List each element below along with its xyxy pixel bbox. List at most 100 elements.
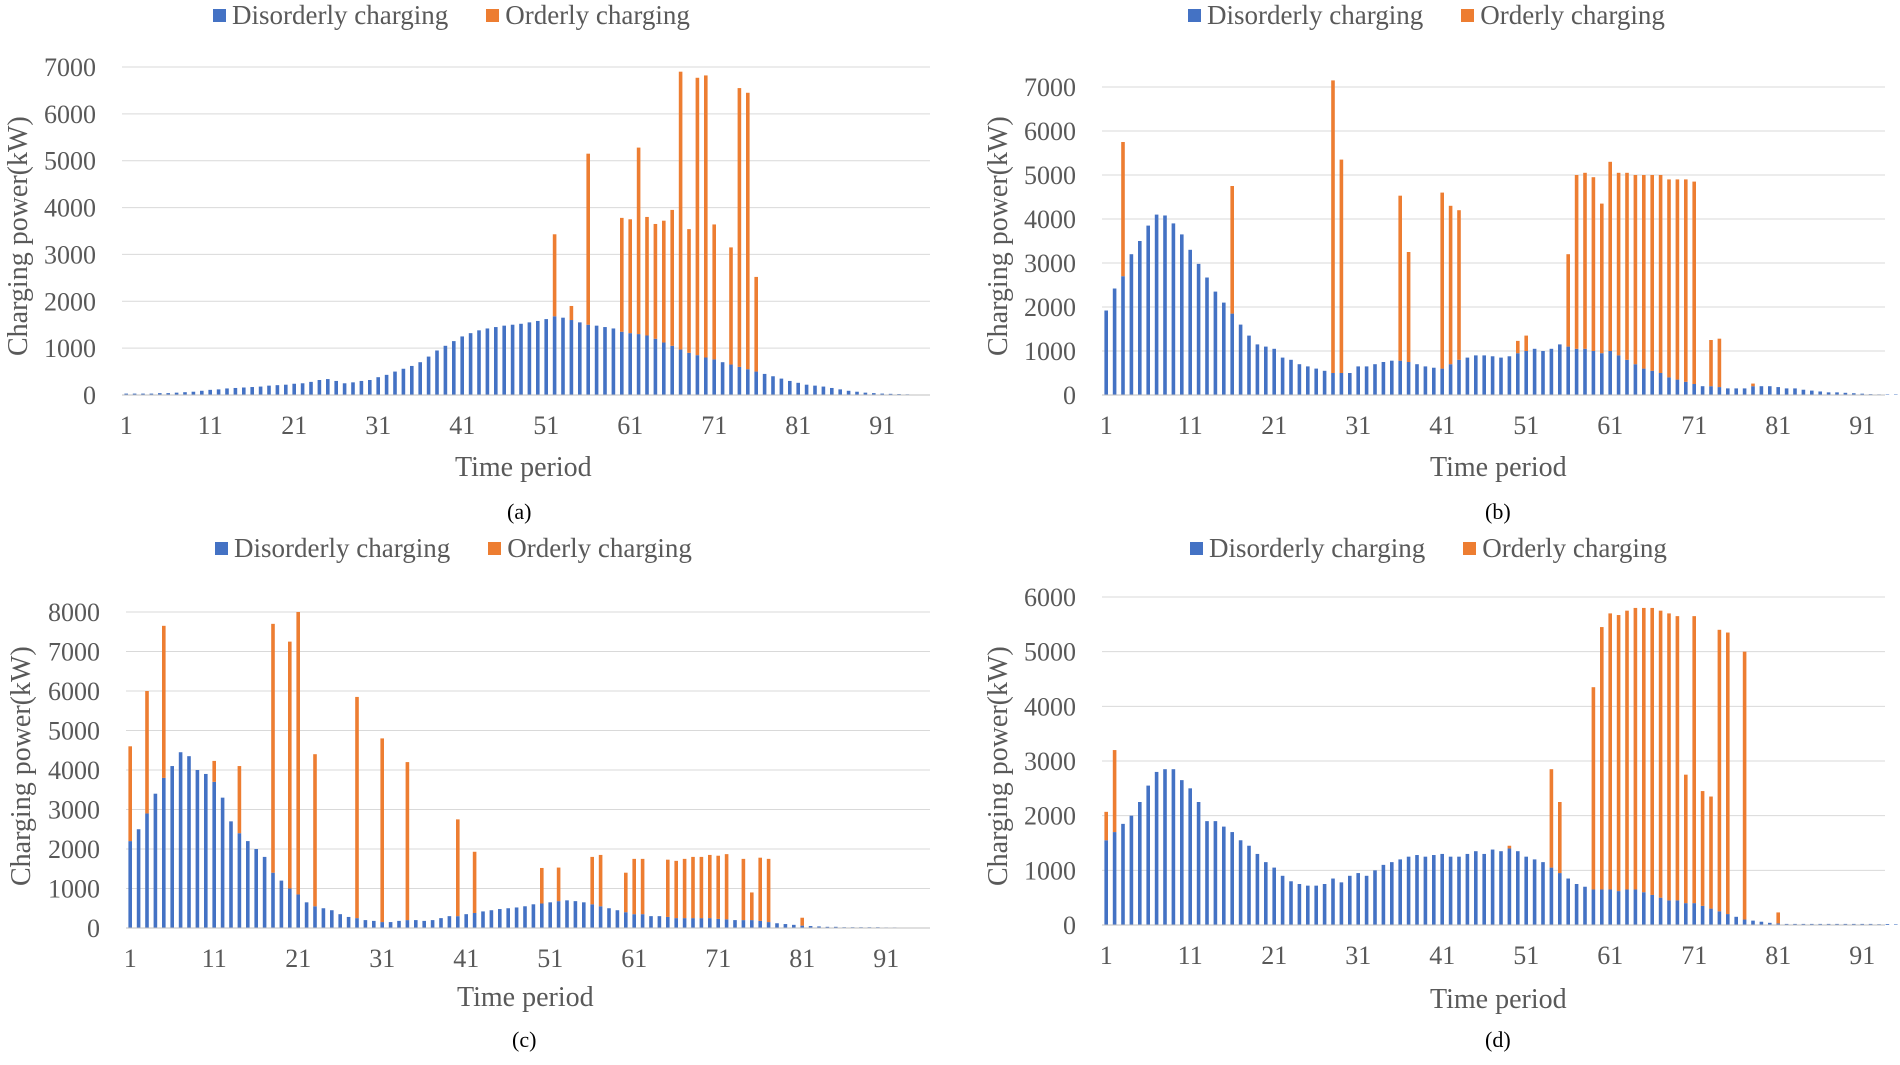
bar-orderly (1583, 172, 1587, 349)
x-tick-label: 71 (701, 411, 727, 440)
legend-label-orderly: Orderly charging (505, 0, 690, 30)
bar-disorderly (662, 342, 666, 395)
bar-disorderly (632, 914, 636, 928)
bar-orderly (708, 854, 712, 919)
bar-disorderly (1591, 889, 1596, 925)
bar-disorderly (456, 916, 460, 928)
y-tick-label: 4000 (1024, 692, 1076, 721)
bar-disorderly (359, 380, 364, 395)
x-tick-label: 21 (281, 411, 307, 440)
bar-disorderly (838, 389, 842, 395)
legend-label-disorderly: Disorderly charging (234, 533, 451, 563)
bar-disorderly (284, 384, 288, 395)
bar-orderly (1625, 172, 1629, 360)
x-tick-label: 51 (533, 411, 559, 440)
bar-disorderly (250, 387, 254, 395)
bar-disorderly (523, 906, 527, 928)
bar-orderly (699, 856, 704, 919)
bar-disorderly (321, 908, 326, 928)
bar-disorderly (1390, 360, 1394, 395)
bar-disorderly (1675, 900, 1680, 925)
y-tick-label: 7000 (1024, 73, 1076, 102)
bar-disorderly (741, 920, 746, 928)
bar-disorderly (225, 388, 229, 395)
bar-disorderly (452, 341, 456, 395)
bar-disorderly (1104, 840, 1108, 925)
bar-disorderly (258, 386, 263, 395)
bar-orderly (1717, 338, 1722, 388)
y-tick-label: 7000 (44, 53, 96, 82)
bar-disorderly (825, 926, 830, 928)
bar-disorderly (309, 381, 313, 395)
bar-disorderly (1154, 771, 1159, 925)
bar-orderly (1742, 651, 1747, 920)
bar-disorderly (552, 316, 557, 395)
bar-disorderly (410, 365, 414, 395)
bar-orderly (456, 819, 460, 917)
bar-disorderly (573, 901, 578, 928)
bar-disorderly (1163, 215, 1167, 395)
bar-orderly (1457, 210, 1461, 360)
bar-orderly (1591, 687, 1596, 890)
bar-disorderly (1415, 855, 1419, 925)
bar-disorderly (1180, 780, 1184, 925)
bar-disorderly (578, 322, 582, 395)
bar-disorderly (758, 920, 762, 928)
bar-disorderly (342, 383, 347, 395)
bar-disorderly (481, 911, 485, 928)
bar-disorderly (556, 901, 561, 928)
bar-disorderly (317, 380, 322, 395)
bar-orderly (1112, 750, 1117, 833)
bar-disorderly (1306, 885, 1310, 925)
bar-orderly (1566, 254, 1570, 347)
bar-disorderly (1247, 335, 1251, 395)
bar-disorderly (426, 356, 431, 395)
bar-disorderly (615, 910, 620, 928)
panel-caption: (c) (512, 1027, 537, 1052)
bar-disorderly (1692, 384, 1696, 395)
bar-disorderly (1768, 922, 1772, 925)
bar-disorderly (397, 920, 401, 928)
bar-disorderly (351, 382, 355, 395)
bar-disorderly (607, 908, 611, 928)
bar-disorderly (1742, 388, 1747, 395)
bar-disorderly (1499, 851, 1503, 925)
bar-disorderly (1684, 381, 1688, 395)
bar-disorderly (594, 325, 599, 395)
bar-disorderly (754, 371, 758, 395)
bar-disorderly (1188, 788, 1192, 925)
bar-disorderly (443, 345, 448, 395)
bar-disorderly (275, 385, 280, 395)
bar-orderly (355, 696, 359, 919)
bar-disorderly (834, 926, 838, 928)
bar-disorderly (1448, 364, 1453, 395)
bar-disorderly (220, 797, 225, 928)
bar-disorderly (1692, 903, 1696, 925)
bar-orderly (662, 220, 666, 343)
bar-orderly (212, 760, 216, 782)
bar-disorderly (1297, 364, 1302, 395)
bar-disorderly (1625, 889, 1629, 925)
bar-disorderly (1180, 234, 1184, 395)
bar-orderly (1700, 791, 1705, 906)
bar-disorderly (1398, 360, 1402, 395)
bar-disorderly (830, 387, 834, 395)
bar-disorderly (195, 770, 200, 928)
bar-disorderly (1650, 370, 1654, 395)
bar-disorderly (183, 392, 187, 395)
bar-orderly (1675, 179, 1680, 380)
bar-orderly (750, 892, 754, 921)
legend-item-orderly: Orderly charging (488, 533, 692, 564)
x-axis-label: Time period (455, 452, 592, 483)
bar-disorderly (1642, 368, 1646, 395)
bar-disorderly (1272, 348, 1276, 395)
bar-disorderly (603, 327, 607, 395)
bar-disorderly (1616, 891, 1621, 925)
bar-disorderly (216, 389, 221, 395)
bar-disorderly (783, 924, 788, 928)
chart-panel-a: Disorderly charging Orderly charging 0 10… (0, 0, 950, 533)
bar-disorderly (1490, 849, 1495, 925)
bar-disorderly (1465, 853, 1470, 925)
bar-disorderly (212, 781, 216, 928)
bar-disorderly (422, 920, 426, 928)
